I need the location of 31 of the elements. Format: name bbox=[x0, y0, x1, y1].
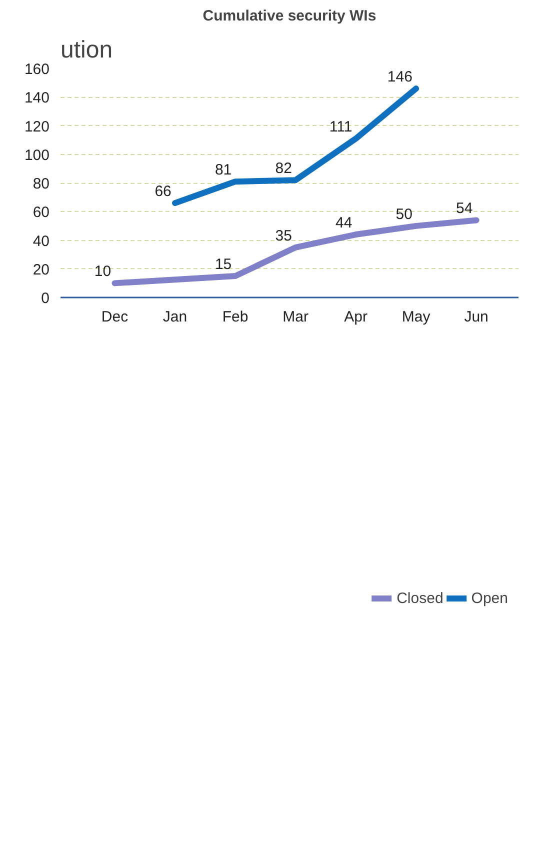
y-tick-label: 60 bbox=[32, 204, 50, 222]
x-tick-label: Dec bbox=[101, 308, 129, 326]
data-label: 15 bbox=[214, 256, 232, 274]
data-label: 44 bbox=[335, 214, 352, 232]
y-tick-label: 80 bbox=[32, 176, 50, 192]
y-tick-label: 160 bbox=[24, 61, 50, 78]
data-label: 111 bbox=[329, 118, 352, 136]
chart-title: Cumulative security WIs bbox=[202, 8, 376, 24]
data-label: 35 bbox=[275, 227, 292, 244]
x-tick-label: Apr bbox=[344, 308, 368, 326]
x-tick-label: Feb bbox=[222, 308, 248, 326]
x-tick-label: Jun bbox=[464, 308, 488, 326]
y-tick-label: 20 bbox=[32, 261, 50, 278]
data-label: 146 bbox=[387, 68, 412, 86]
y-tick-label: 120 bbox=[24, 118, 50, 136]
y-tick-label: 140 bbox=[24, 90, 50, 107]
text: ution bbox=[60, 36, 113, 64]
legend-label: Closed bbox=[396, 590, 444, 606]
data-label: 50 bbox=[396, 206, 412, 223]
x-tick-label: Mar bbox=[282, 308, 308, 326]
data-label: 81 bbox=[214, 162, 232, 179]
y-tick-label: 0 bbox=[41, 290, 50, 307]
x-tick-label: May bbox=[402, 308, 431, 326]
y-tick-label: 40 bbox=[32, 232, 50, 250]
data-label: 54 bbox=[456, 200, 473, 218]
data-label: 10 bbox=[94, 263, 112, 280]
data-label: 66 bbox=[154, 183, 172, 200]
legend-label: Open bbox=[471, 590, 508, 606]
data-label: 82 bbox=[275, 160, 292, 178]
x-tick-label: Jan bbox=[162, 308, 188, 326]
y-tick-label: 100 bbox=[24, 146, 50, 164]
